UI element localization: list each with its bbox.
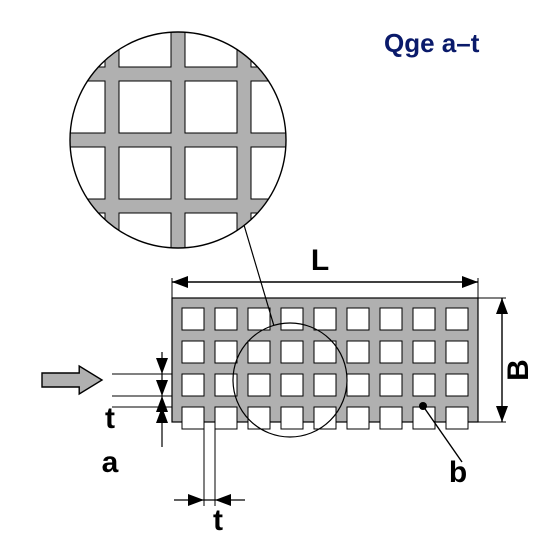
plate-hole <box>182 308 204 330</box>
perforated-plate-diagram: LBattb Qge a–t <box>0 0 550 550</box>
plate-hole <box>248 341 270 363</box>
plate-hole <box>347 374 369 396</box>
plate-hole <box>314 341 336 363</box>
dim-label-a: a <box>102 446 119 479</box>
plate-hole <box>281 374 303 396</box>
plate-hole <box>281 407 303 429</box>
plate-hole <box>314 374 336 396</box>
plate-hole <box>248 374 270 396</box>
plate-hole <box>380 341 402 363</box>
plate-hole <box>347 407 369 429</box>
flow-arrow-icon <box>42 366 102 394</box>
plate-hole <box>446 308 468 330</box>
plate-hole <box>413 341 435 363</box>
dim-label-L: L <box>311 244 329 277</box>
plate-hole <box>182 407 204 429</box>
plate-hole <box>446 341 468 363</box>
plate-hole <box>248 308 270 330</box>
plate-hole <box>182 374 204 396</box>
plate-hole <box>347 341 369 363</box>
dim-label-B: B <box>502 359 535 381</box>
plate-hole <box>413 308 435 330</box>
dim-label-b: b <box>449 456 467 489</box>
plate-hole <box>182 341 204 363</box>
plate-hole <box>314 308 336 330</box>
dim-label-t-horizontal: t <box>213 504 223 537</box>
plate-hole <box>380 407 402 429</box>
dim-label-t-vertical: t <box>105 402 115 435</box>
plate-hole <box>380 308 402 330</box>
plate-hole <box>413 374 435 396</box>
plate-hole <box>248 407 270 429</box>
plate-hole <box>215 407 237 429</box>
plate-hole <box>215 341 237 363</box>
plate-hole <box>281 308 303 330</box>
diagram-title: Qge a–t <box>384 28 480 58</box>
plate-hole <box>347 308 369 330</box>
plate-hole <box>446 407 468 429</box>
plate-hole <box>215 308 237 330</box>
plate-hole <box>446 374 468 396</box>
plate-hole <box>281 341 303 363</box>
plate-hole <box>380 374 402 396</box>
